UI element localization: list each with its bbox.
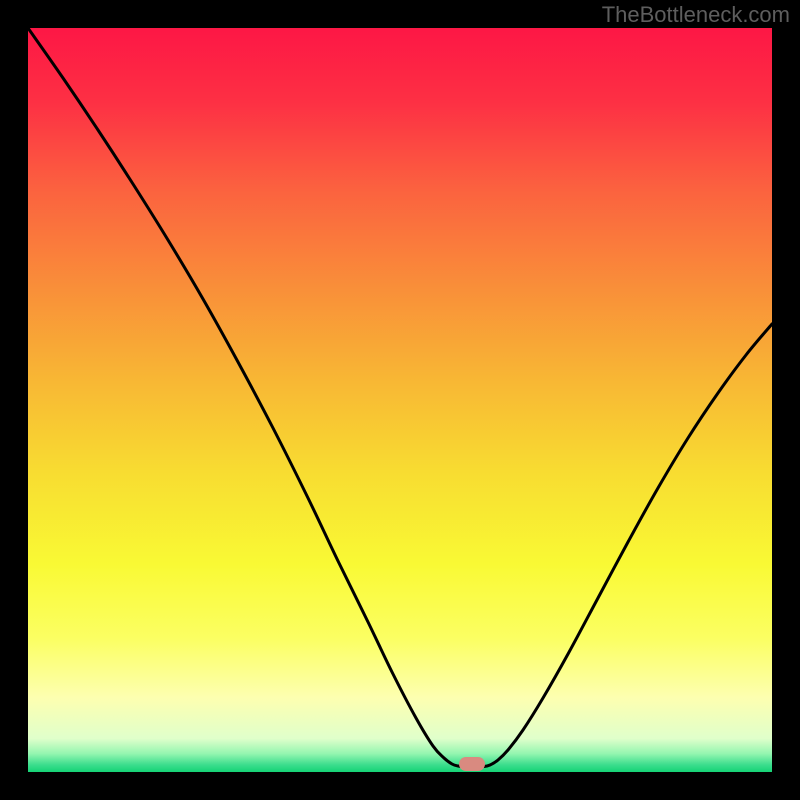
min-marker [459, 757, 485, 771]
chart-frame: TheBottleneck.com [0, 0, 800, 800]
plot-area [28, 28, 772, 772]
watermark-text: TheBottleneck.com [602, 2, 790, 28]
gradient-background [28, 28, 772, 772]
plot-svg [28, 28, 772, 772]
